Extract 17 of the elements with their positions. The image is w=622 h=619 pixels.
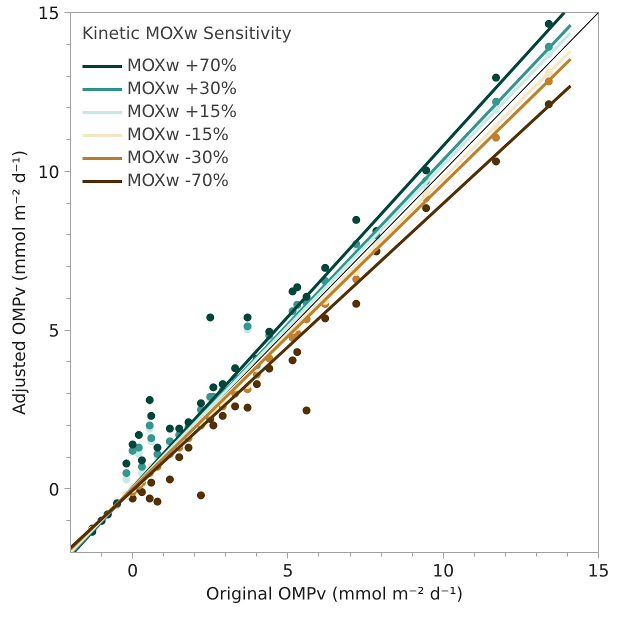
legend-title: Kinetic MOXw Sensitivity — [82, 24, 292, 44]
legend-label: MOXw -30% — [127, 148, 229, 168]
y-axis-title: Adjusted OMPv (mmol m⁻² d⁻¹) — [10, 150, 30, 415]
x-tick-label: 15 — [588, 562, 610, 582]
y-tick-label: 10 — [38, 162, 60, 183]
x-tick-label: 10 — [432, 562, 454, 582]
y-tick-label: 15 — [38, 4, 60, 24]
y-tick-label: 0 — [48, 480, 60, 500]
x-tick-label: 0 — [127, 562, 138, 582]
x-tick-label: 5 — [282, 562, 294, 582]
x-axis-title: Original OMPv (mmol m⁻² d⁻¹) — [206, 584, 463, 604]
legend-label: MOXw -15% — [127, 125, 229, 145]
legend-label: MOXw +15% — [127, 102, 237, 122]
legend-label: MOXw +70% — [127, 56, 237, 76]
legend-label: MOXw +30% — [127, 79, 237, 99]
legend-label: MOXw -70% — [127, 171, 229, 191]
y-tick-label: 5 — [48, 322, 60, 342]
